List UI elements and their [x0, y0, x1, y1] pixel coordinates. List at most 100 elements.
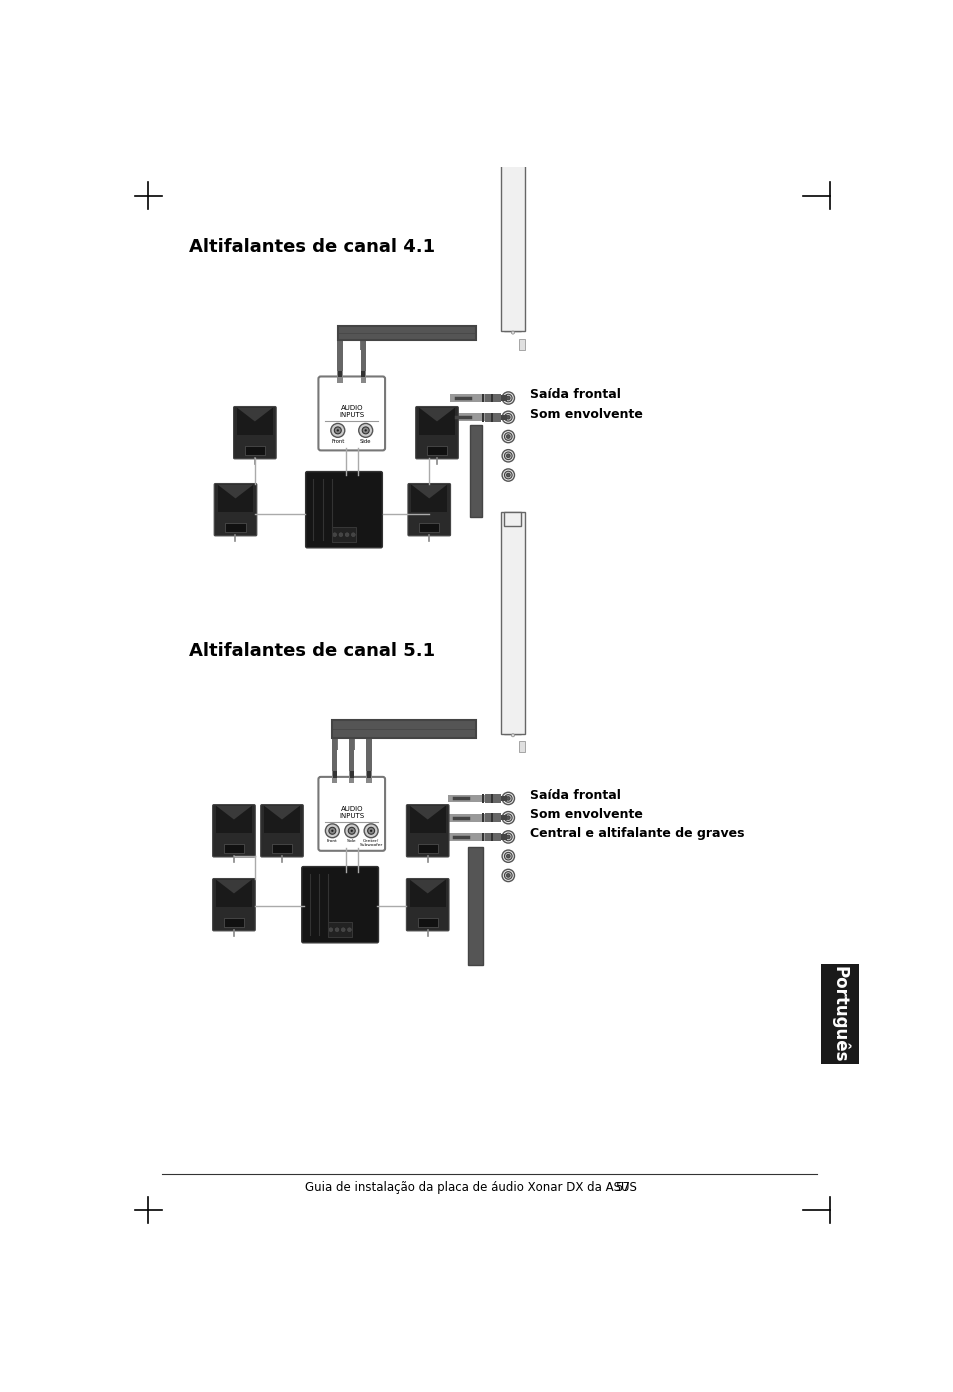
- Circle shape: [351, 533, 355, 537]
- Bar: [236, 408, 273, 436]
- Bar: [360, 335, 366, 349]
- Bar: [224, 844, 244, 853]
- FancyBboxPatch shape: [214, 483, 256, 536]
- Circle shape: [511, 331, 514, 334]
- Circle shape: [504, 433, 512, 440]
- Circle shape: [504, 795, 512, 802]
- Circle shape: [506, 874, 510, 877]
- Circle shape: [331, 830, 334, 832]
- Bar: [450, 394, 500, 402]
- Circle shape: [501, 411, 514, 423]
- Bar: [337, 355, 342, 358]
- Bar: [484, 795, 500, 803]
- FancyBboxPatch shape: [408, 483, 450, 536]
- Circle shape: [364, 824, 377, 838]
- Bar: [216, 806, 252, 834]
- Text: Side: Side: [347, 839, 356, 844]
- Circle shape: [348, 827, 355, 834]
- Circle shape: [331, 423, 344, 437]
- Bar: [332, 736, 337, 750]
- Text: Front: Front: [327, 839, 337, 844]
- Bar: [500, 834, 506, 839]
- Bar: [349, 761, 355, 764]
- Circle shape: [344, 824, 358, 838]
- Bar: [225, 522, 245, 532]
- FancyBboxPatch shape: [213, 878, 255, 931]
- Bar: [348, 736, 355, 750]
- Bar: [491, 394, 493, 402]
- Text: Som envolvente: Som envolvente: [530, 809, 642, 821]
- Bar: [332, 771, 337, 784]
- Bar: [481, 413, 484, 422]
- Circle shape: [506, 454, 510, 458]
- Circle shape: [504, 852, 512, 860]
- Bar: [518, 742, 525, 752]
- Text: Guia de instalação da placa de áudio Xonar DX da ASUS: Guia de instalação da placa de áudio Xon…: [305, 1182, 637, 1194]
- Bar: [411, 484, 447, 512]
- Bar: [821, 965, 858, 1063]
- FancyBboxPatch shape: [406, 805, 449, 857]
- Circle shape: [501, 792, 514, 805]
- Bar: [365, 736, 372, 750]
- Text: Saída frontal: Saída frontal: [530, 789, 620, 802]
- FancyBboxPatch shape: [318, 376, 385, 451]
- Bar: [491, 832, 493, 841]
- Bar: [500, 814, 506, 820]
- Bar: [417, 917, 437, 927]
- Circle shape: [506, 816, 510, 820]
- Bar: [360, 355, 366, 358]
- Circle shape: [336, 429, 338, 432]
- Bar: [450, 413, 500, 422]
- Circle shape: [364, 429, 367, 432]
- Bar: [366, 771, 371, 784]
- Bar: [410, 880, 445, 908]
- Bar: [481, 813, 484, 821]
- Circle shape: [335, 928, 338, 931]
- Bar: [484, 813, 500, 821]
- Bar: [337, 361, 342, 363]
- Bar: [332, 756, 337, 757]
- Circle shape: [501, 812, 514, 824]
- Bar: [481, 832, 484, 841]
- Circle shape: [504, 834, 512, 841]
- Text: Altifalantes de canal 5.1: Altifalantes de canal 5.1: [189, 642, 435, 660]
- Bar: [491, 413, 493, 422]
- Bar: [336, 335, 343, 349]
- Bar: [500, 395, 506, 401]
- Circle shape: [501, 469, 514, 482]
- Circle shape: [333, 533, 336, 537]
- Bar: [417, 844, 437, 853]
- Circle shape: [501, 393, 514, 404]
- FancyBboxPatch shape: [406, 878, 449, 931]
- Circle shape: [506, 415, 510, 419]
- Circle shape: [506, 796, 510, 800]
- Bar: [337, 326, 476, 340]
- Bar: [504, 103, 521, 117]
- Bar: [500, 103, 525, 331]
- Bar: [427, 445, 447, 455]
- Bar: [500, 512, 525, 734]
- Bar: [491, 813, 493, 821]
- Circle shape: [501, 450, 514, 462]
- Bar: [469, 425, 481, 518]
- Bar: [349, 771, 355, 784]
- Circle shape: [334, 427, 341, 434]
- Circle shape: [504, 452, 512, 459]
- Circle shape: [338, 533, 342, 537]
- Bar: [360, 333, 366, 372]
- Circle shape: [506, 473, 510, 477]
- Bar: [447, 814, 500, 821]
- Circle shape: [504, 814, 512, 821]
- Polygon shape: [410, 880, 445, 894]
- Bar: [481, 394, 484, 402]
- Bar: [484, 413, 500, 422]
- Bar: [418, 408, 455, 436]
- Circle shape: [504, 871, 512, 880]
- Text: Central e altifalante de graves: Central e altifalante de graves: [530, 827, 743, 841]
- Bar: [447, 832, 500, 841]
- Bar: [216, 880, 252, 908]
- Text: Front: Front: [331, 438, 344, 444]
- Bar: [410, 806, 445, 834]
- Polygon shape: [216, 880, 252, 894]
- Circle shape: [501, 851, 514, 863]
